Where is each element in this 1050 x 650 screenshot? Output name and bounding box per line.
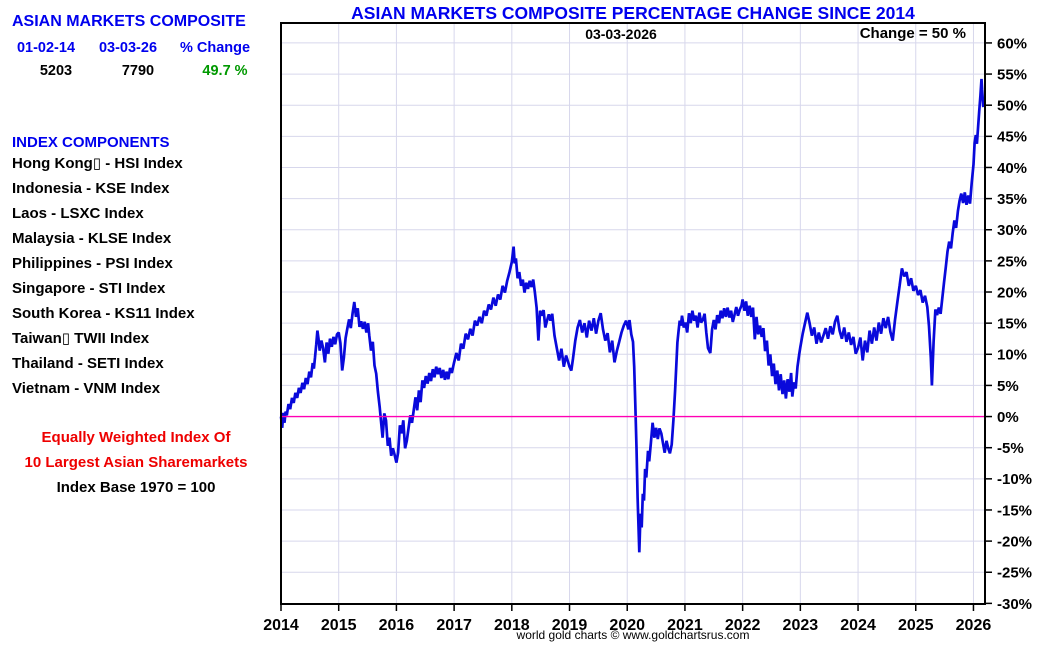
end-date-header: 03-03-26 [98, 40, 158, 56]
plot-border [280, 22, 986, 605]
index-components-title: INDEX COMPONENTS [12, 134, 170, 151]
y-tick-label: -15% [997, 502, 1032, 519]
y-tick-label: 20% [997, 284, 1027, 301]
y-tick-label: 5% [997, 378, 1019, 395]
index-component-item: Malaysia - KLSE Index [12, 230, 172, 247]
y-tick-label: 0% [997, 409, 1019, 426]
start-value: 5203 [39, 63, 73, 79]
y-tick-label: -5% [997, 440, 1024, 457]
x-tick-label: 2023 [783, 617, 819, 634]
index-component-item: Taiwan▯ TWII Index [12, 330, 150, 347]
change-value: 49.7 % [202, 63, 248, 79]
plot-area [281, 23, 985, 604]
y-tick-label: 45% [997, 129, 1027, 146]
y-tick-label: -10% [997, 471, 1032, 488]
y-tick-label: -25% [997, 565, 1032, 582]
x-tick-label: 2020 [609, 617, 645, 634]
note-equally-weighted: Equally Weighted Index Of [41, 429, 231, 446]
composite-line [279, 78, 985, 553]
y-tick-label: 55% [997, 66, 1027, 83]
last-date-annotation: 03-03-2026 [585, 26, 657, 42]
change-header: % Change [179, 40, 251, 56]
note-ten-largest: 10 Largest Asian Sharemarkets [24, 454, 248, 471]
info-panel: ASIAN MARKETS COMPOSITE 01-02-14 03-03-2… [0, 0, 272, 650]
index-component-item: Laos - LSXC Index [12, 205, 144, 222]
x-tick-label: 2019 [552, 617, 588, 634]
index-component-item: Philippines - PSI Index [12, 255, 173, 272]
y-tick-label: 10% [997, 347, 1027, 364]
y-tick-label: 25% [997, 253, 1027, 270]
x-tick-label: 2016 [379, 617, 415, 634]
change-annotation: Change = 50 % [859, 25, 966, 42]
y-tick-label: 40% [997, 160, 1027, 177]
composite-title: ASIAN MARKETS COMPOSITE [12, 13, 246, 30]
y-tick-label: 15% [997, 316, 1027, 333]
index-component-item: Vietnam - VNM Index [12, 380, 161, 397]
x-tick-label: 2017 [436, 617, 472, 634]
summary-value-row: 5203 7790 49.7 % [8, 63, 274, 79]
x-tick-label: 2025 [898, 617, 934, 634]
note-index-base: Index Base 1970 = 100 [56, 479, 216, 496]
index-component-item: Singapore - STI Index [12, 280, 166, 297]
index-component-item: South Korea - KS11 Index [12, 305, 195, 322]
index-component-item: Hong Kong▯ - HSI Index [12, 155, 183, 172]
x-tick-label: 2026 [956, 617, 992, 634]
x-tick-label: 2022 [725, 617, 761, 634]
chart-footer-credit: world gold charts © www.goldchartsrus.co… [516, 628, 750, 642]
summary-header-row: 01-02-14 03-03-26 % Change [8, 40, 264, 56]
y-tick-label: 50% [997, 98, 1027, 115]
start-date-header: 01-02-14 [16, 40, 76, 56]
x-tick-label: 2015 [321, 617, 357, 634]
y-tick-label: 30% [997, 222, 1027, 239]
x-tick-label: 2014 [263, 617, 299, 634]
y-tick-label: -20% [997, 534, 1032, 551]
index-component-item: Thailand - SETI Index [12, 355, 164, 372]
x-tick-label: 2018 [494, 617, 530, 634]
y-tick-label: -30% [997, 596, 1032, 613]
x-tick-label: 2021 [667, 617, 703, 634]
index-components-list: Hong Kong▯ - HSI Index Indonesia - KSE In… [12, 151, 268, 401]
y-tick-label: 60% [997, 35, 1027, 52]
x-tick-label: 2024 [840, 617, 876, 634]
end-value: 7790 [121, 63, 155, 79]
y-tick-label: 35% [997, 191, 1027, 208]
index-component-item: Indonesia - KSE Index [12, 180, 170, 197]
chart-title: ASIAN MARKETS COMPOSITE PERCENTAGE CHANG… [351, 3, 915, 23]
